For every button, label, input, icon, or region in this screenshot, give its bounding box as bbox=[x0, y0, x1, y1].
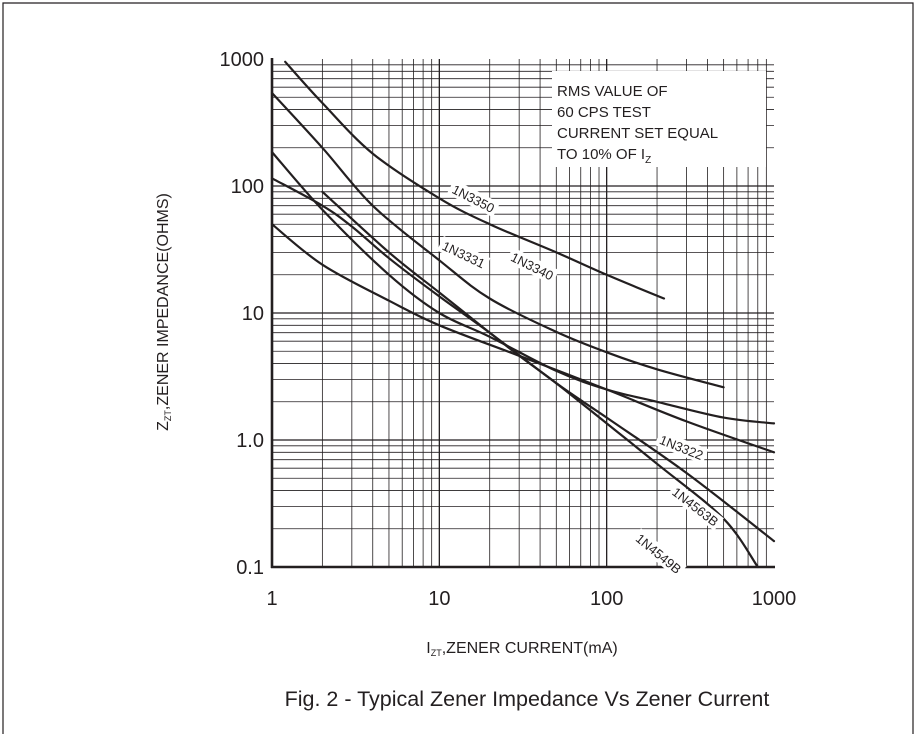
series-label-1n3331: 1N3331 bbox=[437, 236, 491, 273]
series-label-background bbox=[446, 179, 501, 218]
series-line-1n3350 bbox=[284, 60, 666, 300]
annotation-line-1: RMS VALUE OF bbox=[557, 83, 668, 100]
series-label-text: 1N3340 bbox=[508, 249, 555, 283]
y-axis-label: ZZT,ZENER IMPEDANCE(OHMS) bbox=[155, 193, 173, 431]
annotation-line-2: 60 CPS TEST bbox=[557, 104, 651, 121]
annotation-line-3: CURRENT SET EQUAL bbox=[557, 125, 718, 142]
series-line-1n3322 bbox=[270, 223, 776, 454]
series-label-background bbox=[630, 528, 687, 579]
series-label-background bbox=[667, 481, 724, 531]
x-tick-label: 1000 bbox=[752, 588, 797, 610]
series-label-text: 1N4549B bbox=[633, 531, 684, 577]
annotation-background bbox=[552, 71, 766, 167]
series-line-1n3331 bbox=[270, 151, 776, 425]
series-label-background bbox=[437, 236, 491, 273]
annotation-box: RMS VALUE OF 60 CPS TEST CURRENT SET EQU… bbox=[552, 71, 766, 167]
x-tick-label: 100 bbox=[590, 588, 623, 610]
x-tick-label: 1 bbox=[266, 588, 277, 610]
y-tick-label: 10 bbox=[242, 303, 264, 325]
series-label-background bbox=[654, 430, 709, 465]
tick-labels: 1 10 100 1000 0.1 1.0 10 100 1000 bbox=[220, 49, 797, 610]
series-label-background bbox=[505, 247, 560, 285]
series-line-1n4549b bbox=[321, 190, 759, 569]
grid bbox=[270, 58, 775, 569]
x-tick-label: 10 bbox=[428, 588, 450, 610]
series-line-1n3340 bbox=[270, 91, 725, 389]
series-label-1n3340: 1N3340 bbox=[505, 247, 560, 285]
y-tick-label: 1.0 bbox=[236, 430, 264, 452]
x-axis-label: IZT,ZENER CURRENT(mA) bbox=[426, 640, 617, 658]
annotation-line-4: TO 10% OF IZ bbox=[557, 146, 651, 166]
figure-caption: Fig. 2 - Typical Zener Impedance Vs Zene… bbox=[285, 687, 770, 711]
series-lines bbox=[270, 60, 776, 569]
y-tick-label: 100 bbox=[231, 176, 264, 198]
series-label-1n4549b: 1N4549B bbox=[630, 528, 687, 579]
y-tick-label: 1000 bbox=[220, 49, 265, 71]
series-label-1n3322: 1N3322 bbox=[654, 430, 709, 465]
y-tick-label: 0.1 bbox=[236, 557, 264, 579]
